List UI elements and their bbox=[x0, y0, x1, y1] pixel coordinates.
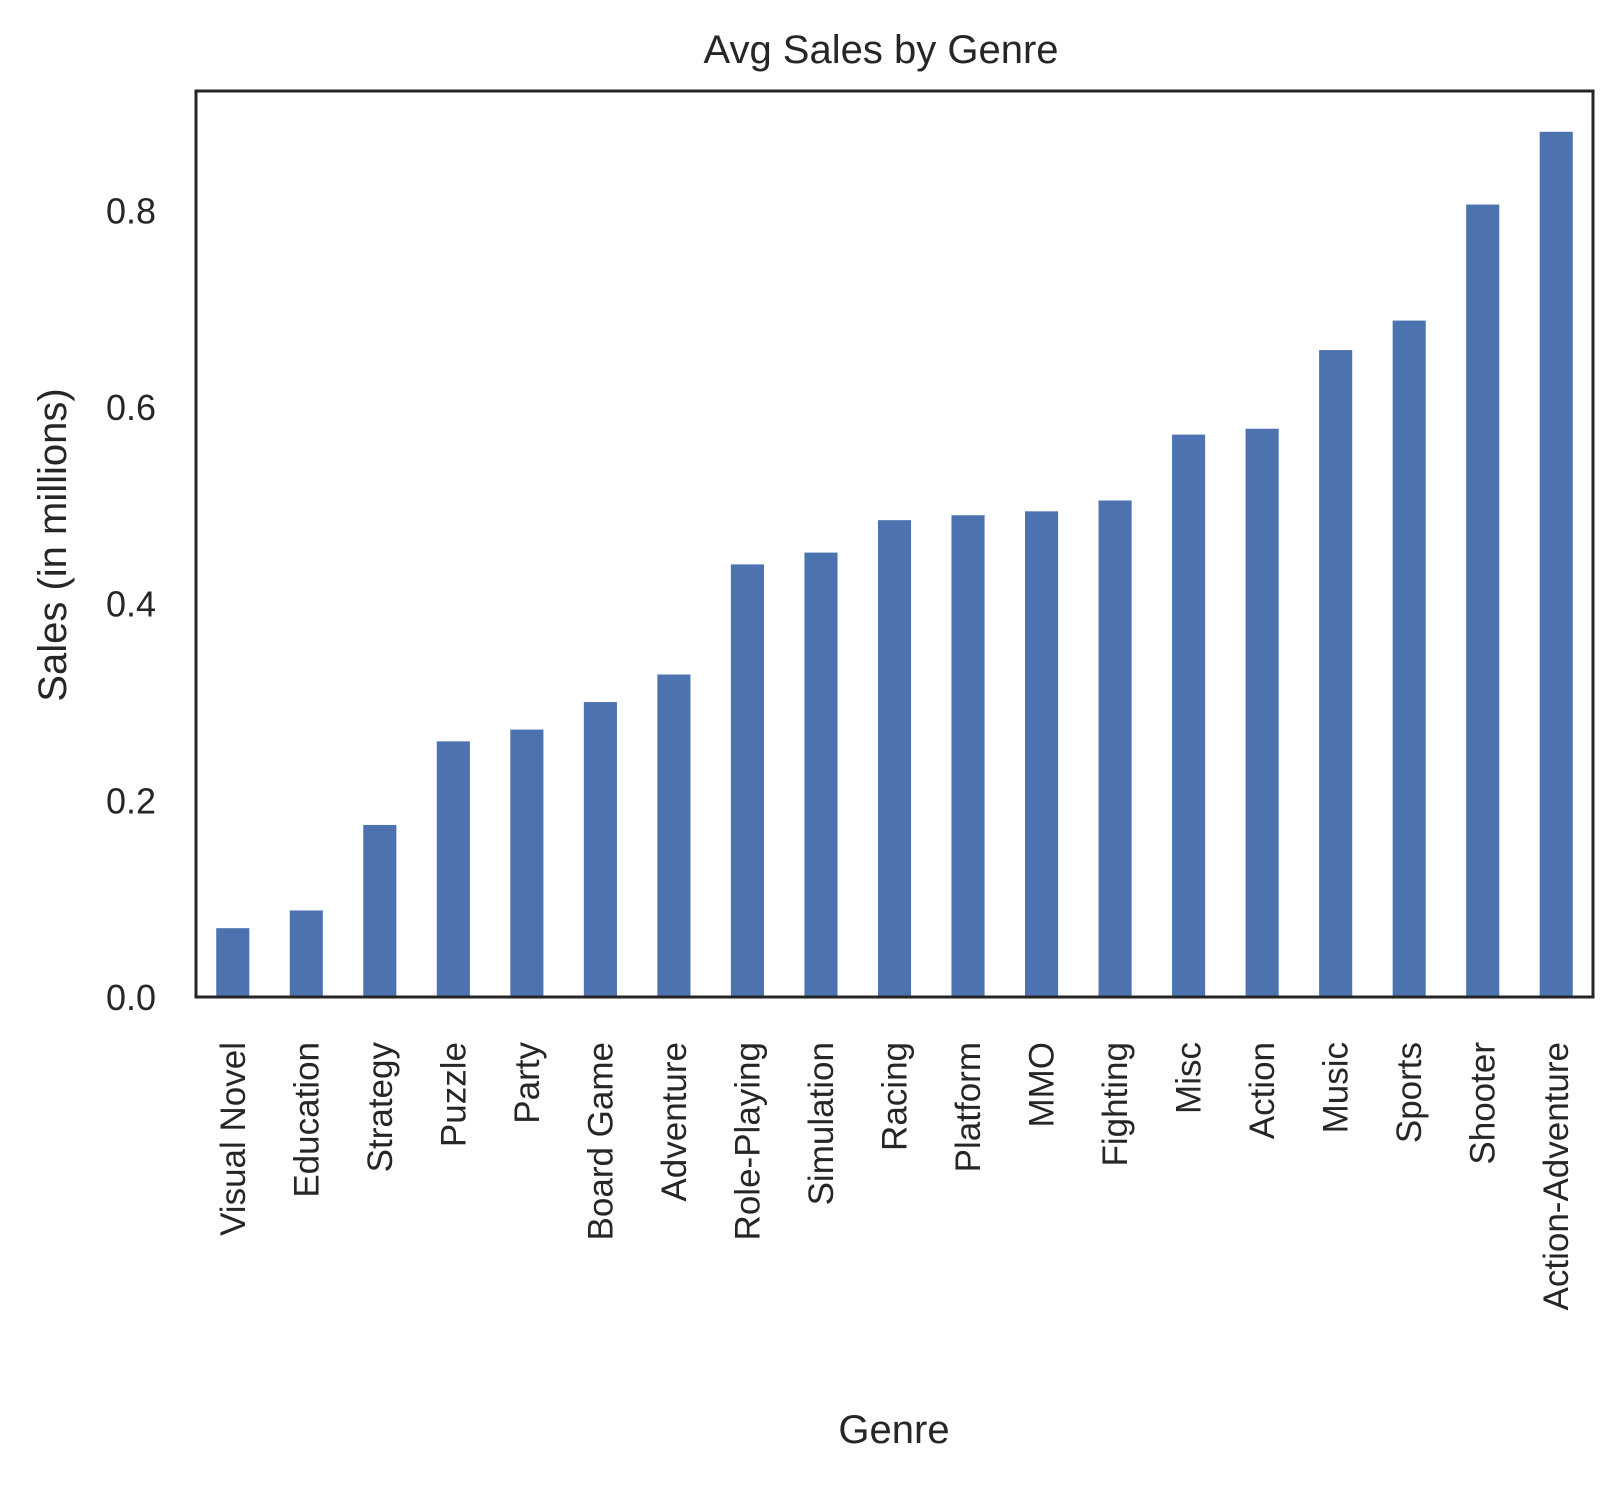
bar-shooter bbox=[1466, 204, 1500, 997]
x-tick-label: Racing bbox=[876, 1042, 915, 1151]
x-tick-label: Action-Adventure bbox=[1537, 1042, 1576, 1310]
x-tick-label: Misc bbox=[1170, 1042, 1209, 1114]
x-tick-label: MMO bbox=[1023, 1042, 1062, 1128]
x-tick-label: Simulation bbox=[802, 1042, 841, 1205]
x-tick-label: Party bbox=[508, 1042, 547, 1124]
x-tick-label: Visual Novel bbox=[214, 1042, 253, 1236]
bars-group bbox=[216, 131, 1573, 998]
bar-adventure bbox=[657, 674, 691, 997]
bar-visual-novel bbox=[216, 928, 250, 997]
bar-action-adventure bbox=[1539, 131, 1573, 998]
bar-role-playing bbox=[730, 564, 764, 997]
x-tick-label: Shooter bbox=[1464, 1042, 1503, 1165]
x-axis-ticks: Visual Novel Education Strategy Puzzle Party… bbox=[214, 1042, 1576, 1311]
y-tick-label: 0.6 bbox=[106, 387, 156, 428]
y-axis-label: Sales (in millions) bbox=[31, 388, 75, 701]
x-tick-label: Education bbox=[287, 1042, 326, 1198]
x-tick-label: Adventure bbox=[655, 1042, 694, 1202]
x-tick-label: Music bbox=[1317, 1042, 1356, 1133]
x-tick-label: Role-Playing bbox=[728, 1042, 767, 1240]
bar-music bbox=[1319, 350, 1353, 997]
y-tick-label: 0.2 bbox=[106, 780, 156, 821]
x-tick-label: Strategy bbox=[361, 1042, 400, 1173]
bar-board-game bbox=[583, 702, 617, 997]
x-tick-label: Action bbox=[1243, 1042, 1282, 1139]
bar-racing bbox=[877, 520, 912, 997]
bar-fighting bbox=[1098, 500, 1132, 997]
x-tick-label: Sports bbox=[1390, 1042, 1429, 1143]
x-tick-label: Puzzle bbox=[434, 1042, 473, 1147]
y-tick-label: 0.8 bbox=[106, 190, 156, 231]
bar-platform bbox=[951, 515, 985, 997]
y-axis-ticks: 0.0 0.2 0.4 0.6 0.8 bbox=[106, 190, 156, 1018]
bar-strategy bbox=[363, 824, 397, 997]
x-tick-label: Platform bbox=[949, 1042, 988, 1172]
y-tick-label: 0.4 bbox=[106, 584, 156, 625]
x-tick-label: Fighting bbox=[1096, 1042, 1135, 1167]
bar-education bbox=[289, 910, 323, 997]
plot-frame bbox=[194, 89, 1595, 999]
bar-misc bbox=[1172, 434, 1206, 997]
bar-action bbox=[1245, 428, 1279, 998]
bar-party bbox=[510, 729, 544, 997]
chart-title: Avg Sales by Genre bbox=[703, 28, 1058, 72]
x-tick-label: Board Game bbox=[581, 1042, 620, 1240]
y-tick-label: 0.0 bbox=[106, 977, 156, 1018]
bar-simulation bbox=[804, 552, 838, 997]
bar-mmo bbox=[1025, 511, 1059, 997]
bar-sports bbox=[1392, 320, 1426, 997]
bar-puzzle bbox=[436, 741, 470, 997]
x-axis-label: Genre bbox=[838, 1408, 949, 1452]
